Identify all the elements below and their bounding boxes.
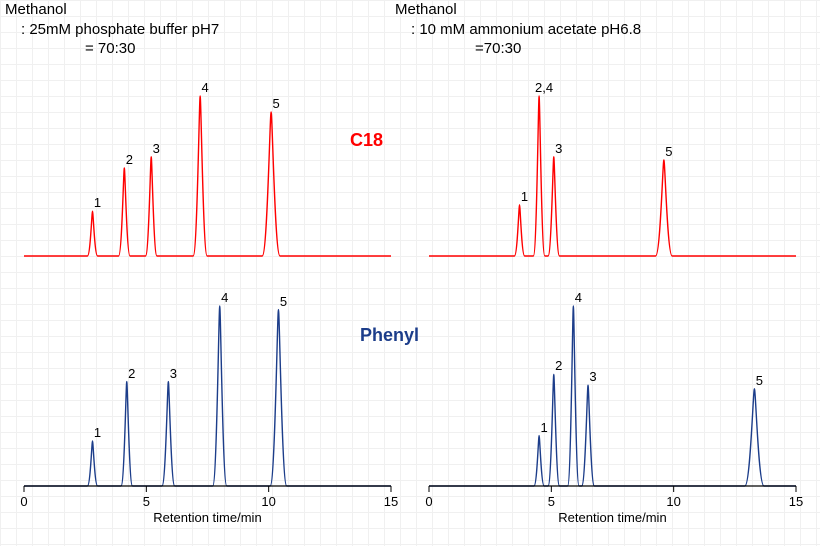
- header-left-line2: : 25mM phosphate buffer pH7: [21, 20, 219, 40]
- chromatogram-trace: [24, 96, 391, 256]
- peak-label: 1: [521, 189, 528, 204]
- x-axis-label: Retention time/min: [143, 510, 273, 525]
- peak-label: 5: [665, 144, 672, 159]
- chromatogram-top_left: [10, 90, 405, 270]
- x-tick-label: 10: [261, 494, 275, 509]
- peak-label: 4: [575, 290, 582, 305]
- x-tick-label: 5: [548, 494, 555, 509]
- peak-label: 5: [756, 373, 763, 388]
- x-axis-label: Retention time/min: [548, 510, 678, 525]
- peak-label: 1: [540, 420, 547, 435]
- x-tick-label: 5: [143, 494, 150, 509]
- chromatogram-top_right: [415, 90, 810, 270]
- header-left-line3: = 70:30: [85, 39, 219, 59]
- x-tick-label: 0: [20, 494, 27, 509]
- chromatogram-trace: [24, 306, 391, 486]
- peak-label: 5: [280, 294, 287, 309]
- peak-label: 3: [153, 141, 160, 156]
- header-right-line2: : 10 mM ammonium acetate pH6.8: [411, 20, 641, 40]
- x-tick-label: 0: [425, 494, 432, 509]
- peak-label: 4: [221, 290, 228, 305]
- chromatogram-bottom_left: [10, 300, 405, 520]
- peak-label: 2: [126, 152, 133, 167]
- peak-label: 2,4: [535, 80, 553, 95]
- header-left: Methanol : 25mM phosphate buffer pH7 = 7…: [5, 0, 219, 59]
- peak-label: 2: [555, 358, 562, 373]
- peak-label: 2: [128, 366, 135, 381]
- x-tick-label: 15: [384, 494, 398, 509]
- peak-label: 1: [94, 195, 101, 210]
- x-tick-label: 10: [666, 494, 680, 509]
- chromatogram-trace: [429, 96, 796, 256]
- peak-label: 3: [170, 366, 177, 381]
- peak-label: 4: [202, 80, 209, 95]
- peak-label: 3: [589, 369, 596, 384]
- peak-label: 3: [555, 141, 562, 156]
- peak-label: 5: [272, 96, 279, 111]
- peak-label: 1: [94, 425, 101, 440]
- chromatogram-trace: [429, 306, 796, 486]
- header-left-line1: Methanol: [5, 0, 219, 20]
- header-right: Methanol : 10 mM ammonium acetate pH6.8 …: [395, 0, 641, 59]
- chromatogram-bottom_right: [415, 300, 810, 520]
- header-right-line3: =70:30: [475, 39, 641, 59]
- header-right-line1: Methanol: [395, 0, 641, 20]
- x-tick-label: 15: [789, 494, 803, 509]
